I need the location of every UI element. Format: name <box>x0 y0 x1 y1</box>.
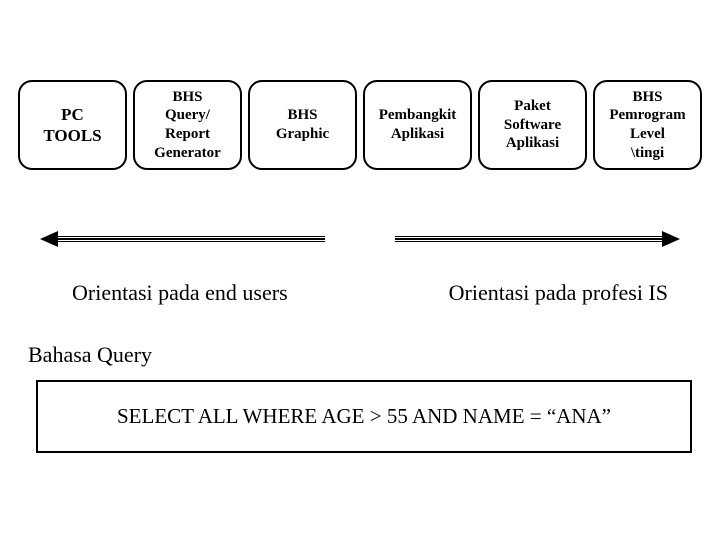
boxes-row: PC TOOLS BHS Query/ Report Generator BHS… <box>0 0 720 170</box>
box-label: BHS Graphic <box>276 106 329 144</box>
arrows-row <box>40 230 680 250</box>
box-label: Paket Software Aplikasi <box>504 97 561 153</box>
box-bhs-pemrogram: BHS Pemrogram Level \tingi <box>593 80 702 170</box>
box-label: BHS Pemrogram Level \tingi <box>609 88 685 163</box>
arrow-line <box>395 236 668 242</box>
box-pembangkit-aplikasi: Pembangkit Aplikasi <box>363 80 472 170</box>
arrow-line <box>52 236 325 242</box>
query-text: SELECT ALL WHERE AGE > 55 AND NAME = “AN… <box>54 404 674 429</box>
query-box: SELECT ALL WHERE AGE > 55 AND NAME = “AN… <box>36 380 692 453</box>
box-label: Pembangkit Aplikasi <box>379 106 457 144</box>
orientation-right-label: Orientasi pada profesi IS <box>449 280 668 306</box>
box-pc-tools: PC TOOLS <box>18 80 127 170</box>
box-label: PC TOOLS <box>43 104 101 147</box>
heading-bahasa-query: Bahasa Query <box>28 342 720 368</box>
box-bhs-graphic: BHS Graphic <box>248 80 357 170</box>
box-bhs-query-report: BHS Query/ Report Generator <box>133 80 242 170</box>
arrow-head-right-icon <box>662 231 680 247</box>
orientation-labels-row: Orientasi pada end users Orientasi pada … <box>0 280 720 306</box>
box-label: BHS Query/ Report Generator <box>154 88 221 163</box>
orientation-left-label: Orientasi pada end users <box>72 280 288 306</box>
box-paket-software: Paket Software Aplikasi <box>478 80 587 170</box>
